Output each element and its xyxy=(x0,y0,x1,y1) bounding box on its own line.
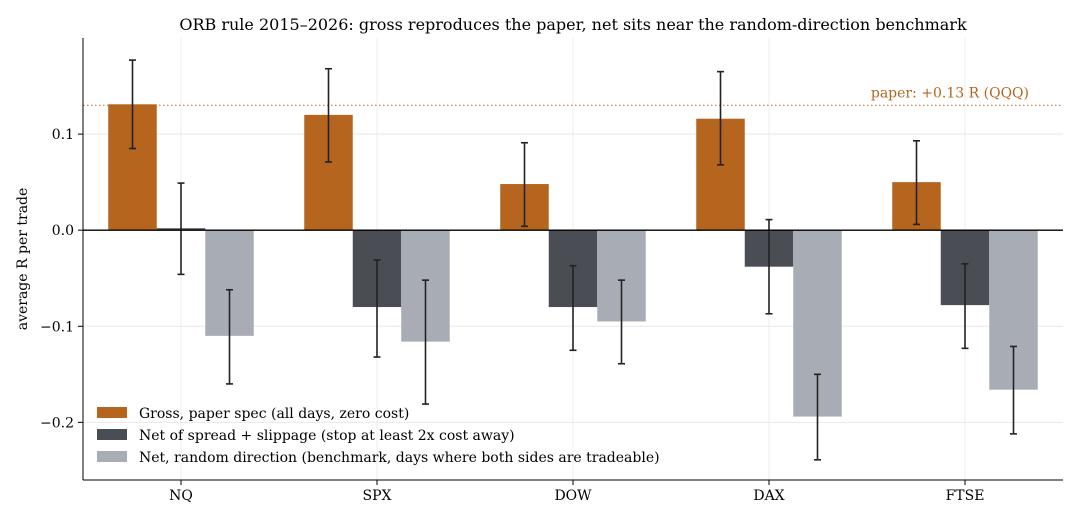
y-tick-label: 0.1 xyxy=(52,127,74,143)
legend-swatch xyxy=(97,407,127,418)
x-tick-label: NQ xyxy=(169,488,193,504)
legend-swatch xyxy=(97,451,127,462)
error-bars xyxy=(129,59,1017,461)
reference-line-label: paper: +0.13 R (QQQ) xyxy=(871,85,1029,101)
y-tick-label: −0.2 xyxy=(40,415,74,431)
y-tick-label: 0.0 xyxy=(52,223,74,239)
axes: 0.1 0.0 −0.1 −0.2 NQ SPX DOW DAX FTSE xyxy=(40,38,1063,504)
legend-swatch xyxy=(97,429,127,440)
y-axis-label: average R per trade xyxy=(15,188,31,331)
chart-title: ORB rule 2015–2026: gross reproduces the… xyxy=(179,15,967,34)
y-tick-label: −0.1 xyxy=(40,319,74,335)
x-tick-label: SPX xyxy=(363,488,392,504)
x-tick-label: FTSE xyxy=(946,488,985,504)
legend-label: Net, random direction (benchmark, days w… xyxy=(139,450,660,466)
reference-line-group: paper: +0.13 R (QQQ) xyxy=(83,85,1063,106)
legend: Gross, paper spec (all days, zero cost) N… xyxy=(97,406,660,466)
legend-label: Gross, paper spec (all days, zero cost) xyxy=(139,406,409,422)
x-tick-label: DOW xyxy=(554,488,592,504)
legend-label: Net of spread + slippage (stop at least … xyxy=(139,428,515,444)
x-tick-label: DAX xyxy=(753,488,784,504)
bars xyxy=(108,104,1038,417)
